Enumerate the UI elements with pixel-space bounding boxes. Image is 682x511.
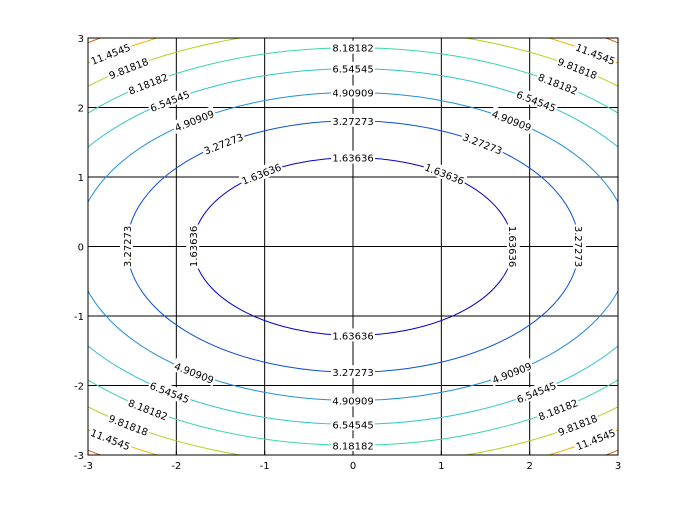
contour-label-bg	[513, 86, 560, 115]
contour-label-bg	[171, 358, 218, 387]
x-tick-label: -3	[83, 461, 93, 472]
x-tick-label: 0	[350, 461, 356, 472]
contour-label-bg	[125, 69, 171, 98]
contour-label-bg	[572, 39, 619, 68]
contour-label-bg	[421, 159, 468, 188]
contour-label-bg	[331, 328, 375, 342]
contour-label: 3.27273	[572, 226, 583, 267]
contour-label: 3.27273	[332, 368, 373, 379]
contour-label-bg	[87, 39, 134, 68]
contour-label-bg	[534, 394, 581, 423]
contour-label-bg	[535, 69, 581, 98]
contour-label-bg	[87, 424, 134, 453]
contour-label-bg	[186, 224, 200, 269]
contour-label: 1.63636	[506, 226, 517, 267]
contour-label-bg	[120, 224, 134, 269]
contour-label-bg	[125, 394, 172, 423]
contour-label-bg	[331, 150, 375, 164]
y-tick-label: -2	[74, 382, 84, 393]
y-tick-label: 1	[78, 173, 84, 184]
contour-label-bg	[200, 128, 247, 158]
contour-label-bg	[488, 358, 535, 387]
contour-label-bg	[147, 377, 193, 406]
contour-label: 8.18182	[332, 441, 373, 452]
contour-label: 4.90909	[332, 396, 373, 407]
contour-label-bg	[506, 224, 520, 269]
contour-label: 8.18182	[332, 44, 373, 55]
contour-label: 3.27273	[332, 117, 373, 128]
contour-label-bg	[105, 410, 152, 439]
y-tick-label: -3	[74, 451, 84, 462]
contour-label: 3.27273	[123, 226, 134, 267]
contour-label-bg	[331, 61, 375, 75]
contour-label: 4.90909	[332, 89, 373, 100]
x-tick-label: -2	[171, 461, 181, 472]
contour-label-bg	[171, 105, 217, 134]
contour-label-bg	[331, 417, 375, 431]
contour-label-bg	[554, 53, 601, 82]
contour-label-bg	[572, 224, 586, 269]
y-tick-label: 0	[78, 243, 84, 254]
contour-label-bg	[572, 424, 619, 453]
contour-label-bg	[459, 128, 506, 158]
x-tick-label: 1	[438, 461, 444, 472]
contour-label-bg	[105, 53, 152, 82]
contour-label-bg	[513, 377, 559, 406]
contour-label-bg	[331, 365, 375, 379]
contour-label-bg	[238, 159, 285, 188]
y-tick-label: -1	[74, 312, 84, 323]
contour-label: 1.63636	[332, 331, 373, 342]
contour-label: 1.63636	[332, 154, 373, 165]
contour-label-bg	[331, 393, 375, 407]
y-tick-label: 3	[78, 34, 84, 45]
axis-ticks: -3 -2 -1 0 1 2 3 3 2 1 0 -1 -2 -3	[74, 34, 621, 472]
contour-label-bg	[331, 438, 375, 452]
x-tick-label: 3	[615, 461, 621, 472]
contour-label-bg	[331, 40, 375, 54]
contour-label-bg	[489, 105, 535, 134]
contour-label-bg	[331, 85, 375, 99]
x-tick-label: 2	[526, 461, 532, 472]
x-tick-label: -1	[260, 461, 270, 472]
contour-label-bg	[146, 86, 193, 115]
contour-label: 6.54545	[332, 65, 373, 76]
contour-label: 1.63636	[189, 226, 200, 267]
y-tick-label: 2	[78, 104, 84, 115]
contour-label-bg	[554, 410, 601, 439]
contour-label: 6.54545	[332, 420, 373, 431]
contour-label-bg	[331, 113, 375, 127]
